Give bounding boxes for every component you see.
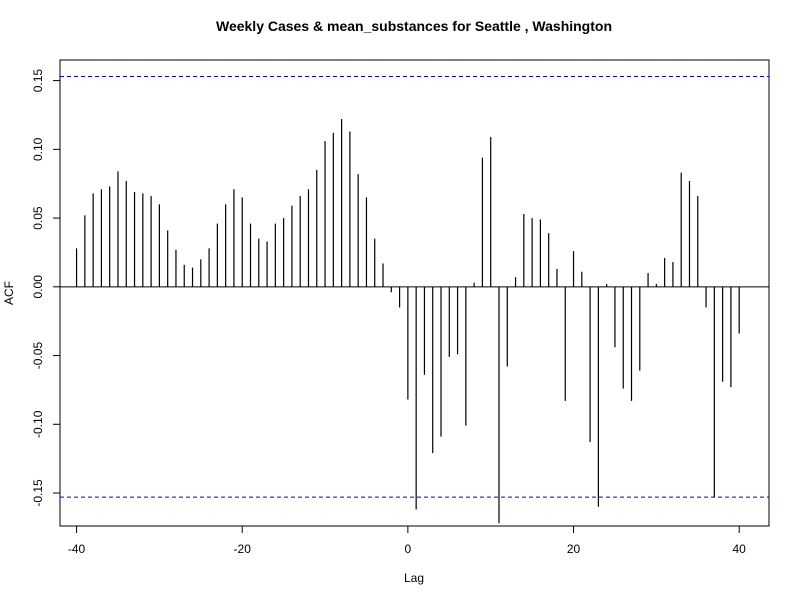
y-axis: -0.15 -0.10 -0.05 0.00 0.05 0.10 0.15 [31,69,60,507]
x-tick-label: -20 [234,542,252,556]
y-tick-label: -0.10 [31,410,45,438]
y-tick-label: 0.05 [31,206,45,230]
y-tick-label: 0.00 [31,275,45,299]
x-tick-label: -40 [68,542,86,556]
y-tick-label: -0.05 [31,342,45,370]
y-tick-label: 0.10 [31,137,45,161]
y-tick-label: -0.15 [31,479,45,507]
plot-frame [59,59,770,527]
plot-area [59,59,770,527]
chart-title: Weekly Cases & mean_substances for Seatt… [216,18,612,34]
x-axis: -40 -20 0 20 40 [68,525,747,556]
x-tick-label: 0 [405,542,412,556]
x-tick-label: 20 [567,542,581,556]
y-tick-label: 0.15 [31,69,45,93]
x-axis-title: Lag [404,571,424,585]
x-tick-label: 40 [733,542,747,556]
y-axis-title: ACF [2,281,16,305]
